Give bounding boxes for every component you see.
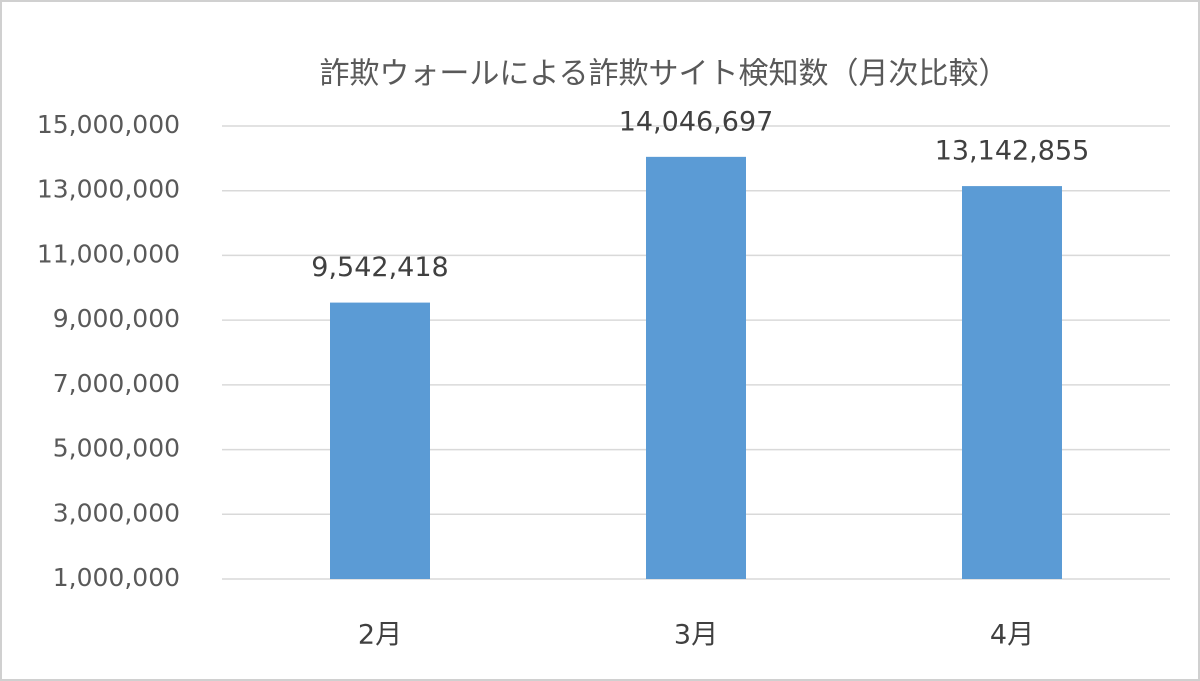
y-tick-label: 11,000,000 <box>37 239 180 268</box>
bar <box>962 186 1062 579</box>
y-tick-label: 3,000,000 <box>53 498 180 527</box>
x-tick-label: 3月 <box>674 620 718 651</box>
data-label: 14,046,697 <box>619 106 774 137</box>
x-tick-label: 2月 <box>358 620 402 651</box>
y-tick-label: 15,000,000 <box>37 110 180 139</box>
y-tick-label: 7,000,000 <box>53 369 180 398</box>
data-label: 13,142,855 <box>935 136 1090 167</box>
chart-title: 詐欺ウォールによる詐欺サイト検知数（月次比較） <box>319 57 1008 92</box>
y-tick-label: 13,000,000 <box>37 175 180 204</box>
x-tick-label: 4月 <box>990 620 1034 651</box>
y-tick-label: 9,000,000 <box>53 304 180 333</box>
bar <box>646 156 746 579</box>
y-tick-label: 5,000,000 <box>53 434 180 463</box>
y-tick-label: 1,000,000 <box>53 563 180 592</box>
bar <box>330 302 430 579</box>
data-label: 9,542,418 <box>311 252 448 283</box>
